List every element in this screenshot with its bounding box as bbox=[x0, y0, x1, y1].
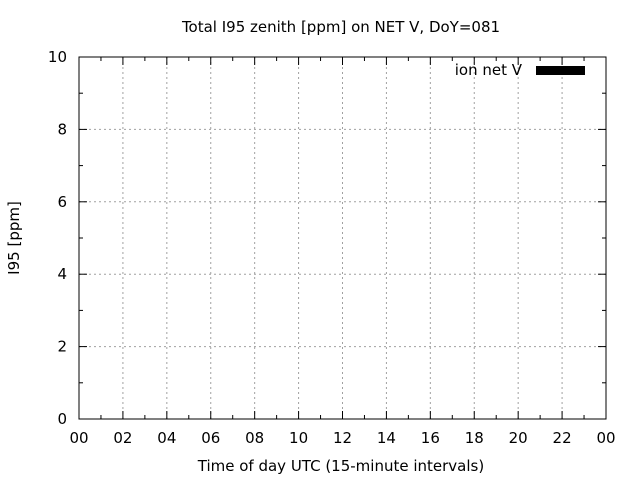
x-tick-label: 06 bbox=[201, 429, 220, 447]
legend-label: ion net V bbox=[455, 61, 523, 79]
x-tick-label: 16 bbox=[421, 429, 440, 447]
x-tick-label: 02 bbox=[113, 429, 132, 447]
axis-ticks bbox=[78, 56, 607, 420]
x-tick-label: 04 bbox=[157, 429, 176, 447]
x-tick-label: 12 bbox=[333, 429, 352, 447]
legend-swatch bbox=[536, 66, 585, 75]
y-tick-label: 4 bbox=[57, 265, 67, 283]
grid-lines bbox=[79, 57, 606, 419]
x-tick-label: 08 bbox=[245, 429, 264, 447]
x-tick-label: 10 bbox=[289, 429, 308, 447]
x-tick-label: 20 bbox=[509, 429, 528, 447]
chart-title: Total I95 zenith [ppm] on NET V, DoY=081 bbox=[181, 18, 500, 36]
y-tick-labels: 0 2 4 6 8 10 bbox=[48, 48, 67, 428]
y-tick-label: 2 bbox=[57, 338, 67, 356]
y-tick-label: 8 bbox=[57, 120, 67, 138]
x-tick-label: 14 bbox=[377, 429, 396, 447]
y-tick-label: 10 bbox=[48, 48, 67, 66]
y-tick-label: 6 bbox=[57, 193, 67, 211]
x-tick-label: 00 bbox=[596, 429, 615, 447]
y-axis-label: I95 [ppm] bbox=[5, 201, 23, 275]
legend: ion net V bbox=[455, 61, 585, 79]
x-axis-label: Time of day UTC (15-minute intervals) bbox=[197, 457, 484, 475]
x-tick-label: 22 bbox=[553, 429, 572, 447]
y-tick-label: 0 bbox=[57, 410, 67, 428]
x-tick-label: 18 bbox=[465, 429, 484, 447]
x-tick-labels: 00 02 04 06 08 10 12 14 16 18 20 22 00 bbox=[69, 429, 615, 447]
x-tick-label: 00 bbox=[69, 429, 88, 447]
